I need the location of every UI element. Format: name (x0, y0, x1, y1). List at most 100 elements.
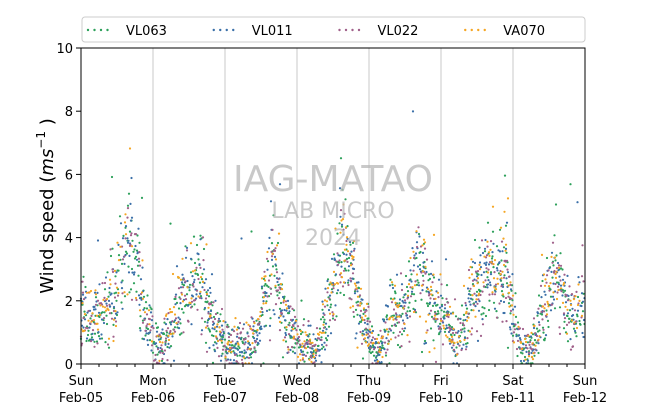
data-point (345, 243, 348, 246)
data-point (196, 308, 199, 311)
data-point (131, 239, 134, 242)
data-point (144, 334, 147, 337)
data-point (476, 282, 479, 285)
data-point (159, 351, 162, 354)
data-point (542, 328, 545, 331)
data-point (422, 238, 426, 241)
data-point (204, 326, 208, 329)
data-point (471, 279, 475, 282)
data-point (165, 334, 168, 337)
data-point (140, 196, 144, 199)
data-point (507, 284, 510, 287)
data-point (581, 300, 585, 303)
data-point (173, 319, 177, 322)
data-point (418, 315, 422, 318)
data-point (189, 271, 193, 274)
data-point (314, 337, 317, 341)
data-point (337, 261, 341, 264)
data-point (354, 284, 358, 287)
data-point (476, 339, 480, 342)
data-point (354, 337, 357, 340)
data-point (295, 342, 299, 345)
data-point (478, 263, 481, 266)
data-point (154, 322, 158, 325)
data-point (368, 350, 371, 353)
data-point (100, 337, 104, 340)
data-point (415, 241, 419, 244)
data-point (529, 335, 533, 338)
data-point (128, 254, 131, 257)
data-point (373, 337, 377, 341)
data-point (428, 301, 432, 304)
data-point (300, 345, 304, 348)
data-point (418, 263, 422, 267)
data-point (250, 230, 253, 233)
data-point (277, 232, 281, 235)
data-point (479, 289, 482, 292)
data-point (166, 345, 169, 349)
data-point (354, 308, 358, 311)
data-point (267, 279, 271, 282)
data-point (473, 292, 476, 295)
data-point (545, 313, 549, 316)
data-point (334, 227, 337, 230)
data-point (544, 334, 548, 337)
data-point (280, 309, 284, 312)
data-point (406, 290, 410, 293)
data-point (278, 329, 282, 332)
data-point (322, 323, 325, 326)
data-point (270, 273, 273, 276)
data-point (469, 303, 472, 306)
data-point (204, 341, 208, 344)
data-point (303, 340, 306, 343)
data-point (156, 334, 159, 337)
data-point (154, 342, 158, 345)
data-point (381, 335, 385, 338)
data-point (531, 342, 534, 345)
data-point (403, 293, 406, 296)
data-point (479, 254, 482, 257)
data-point (486, 276, 489, 279)
data-point (351, 277, 354, 280)
data-point (346, 281, 350, 284)
data-point (291, 328, 295, 331)
data-point (397, 304, 401, 307)
data-point (326, 291, 329, 294)
data-point (268, 324, 272, 327)
data-point (527, 351, 531, 354)
data-point (415, 230, 418, 233)
data-point (353, 290, 357, 293)
data-point (359, 330, 362, 334)
data-point (323, 305, 327, 308)
data-point (430, 293, 433, 296)
data-point (368, 328, 372, 331)
data-point (309, 341, 312, 344)
data-point (136, 264, 140, 267)
data-point (553, 269, 556, 273)
data-point (403, 305, 406, 308)
data-point (381, 355, 384, 359)
data-point (474, 300, 478, 303)
data-point (359, 287, 363, 290)
data-point (434, 360, 438, 363)
data-point (506, 197, 510, 200)
data-point (129, 202, 132, 205)
data-point (522, 359, 526, 362)
data-point (127, 271, 131, 274)
data-point (431, 304, 435, 307)
data-point (486, 221, 490, 224)
data-point (470, 327, 474, 330)
data-point (384, 354, 388, 357)
data-point (264, 302, 268, 305)
data-point (265, 284, 269, 287)
data-point (265, 309, 269, 312)
data-point (481, 306, 484, 309)
data-point (200, 317, 204, 320)
data-point (566, 299, 570, 302)
data-point (359, 309, 363, 312)
data-point (425, 290, 428, 293)
data-point (367, 343, 371, 346)
data-point (315, 327, 319, 330)
data-point (523, 337, 527, 341)
data-point (421, 274, 425, 277)
